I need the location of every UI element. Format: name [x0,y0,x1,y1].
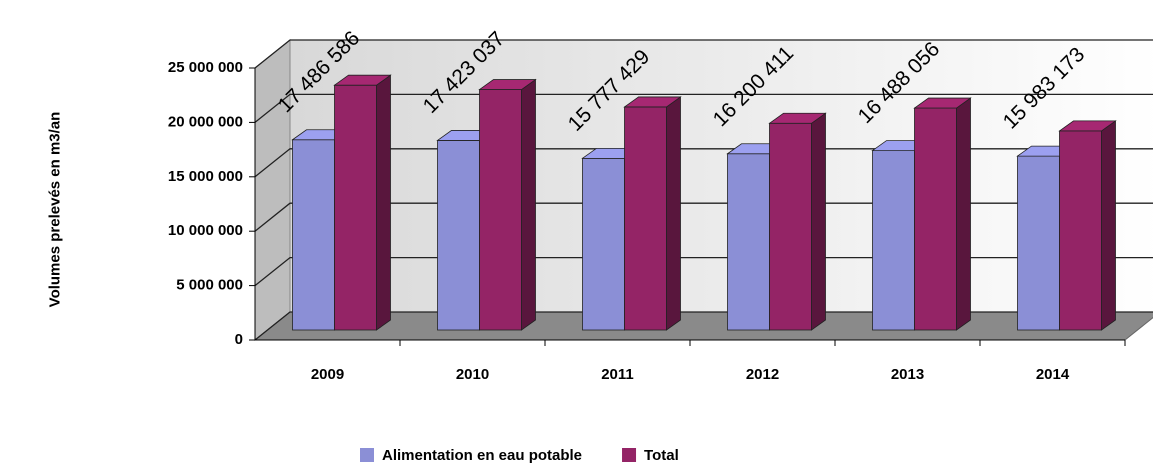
grid-line [254,39,1153,69]
bar [623,96,682,331]
y-tick-label: 10 000 000 [168,222,243,239]
bar-side [666,96,681,331]
y-tick-label: 25 000 000 [168,59,243,76]
bar-front [1059,130,1102,331]
x-tick-label: 2009 [311,366,344,383]
legend-swatch [622,448,637,462]
grid-line [254,202,1153,232]
bar-front [872,150,915,331]
bar-front [1017,155,1060,331]
y-tick-label: 5 000 000 [176,277,243,294]
grid-line [254,93,1153,123]
grid-line [254,311,1153,341]
grid-line [254,256,1153,287]
bar-front [292,139,335,331]
legend-label: Total [644,447,679,464]
legend-swatch [360,448,374,462]
x-tick-label: 2014 [1036,366,1070,383]
bar-side [811,112,826,331]
y-tick-label: 0 [235,331,243,348]
x-tick-label: 2013 [891,366,924,383]
side-wall [254,38,291,342]
legend-label: Alimentation en eau potable [382,447,582,464]
x-tick-label: 2010 [456,366,489,383]
bar-front [914,107,957,331]
bar-front [727,153,770,331]
y-tick-label: 15 000 000 [168,168,243,185]
bar-front [624,106,667,331]
bar-top [1058,120,1117,132]
bar [913,97,972,331]
y-tick-label: 20 000 000 [168,113,243,130]
bar [333,74,392,331]
bar-top [913,97,972,109]
x-tick-label: 2012 [746,366,779,383]
bar [768,112,827,331]
bar [478,78,537,331]
bar-top [333,74,392,86]
bar [1058,120,1117,331]
bar-side [956,97,971,331]
bar-top [768,112,827,124]
bar-side [376,74,391,331]
bar-front [479,89,522,331]
bar-top [478,79,537,90]
x-tick-label: 2011 [601,366,634,383]
bar-top [623,96,682,108]
y-axis-label: Volumes prelevés en m3/an [46,111,64,308]
bar-front [437,140,480,331]
bar-front [582,157,625,331]
grid-line [254,148,1153,178]
bar-front [334,84,377,331]
bar-front [769,122,812,331]
bar-side [1101,120,1116,331]
bar-side [521,78,536,331]
